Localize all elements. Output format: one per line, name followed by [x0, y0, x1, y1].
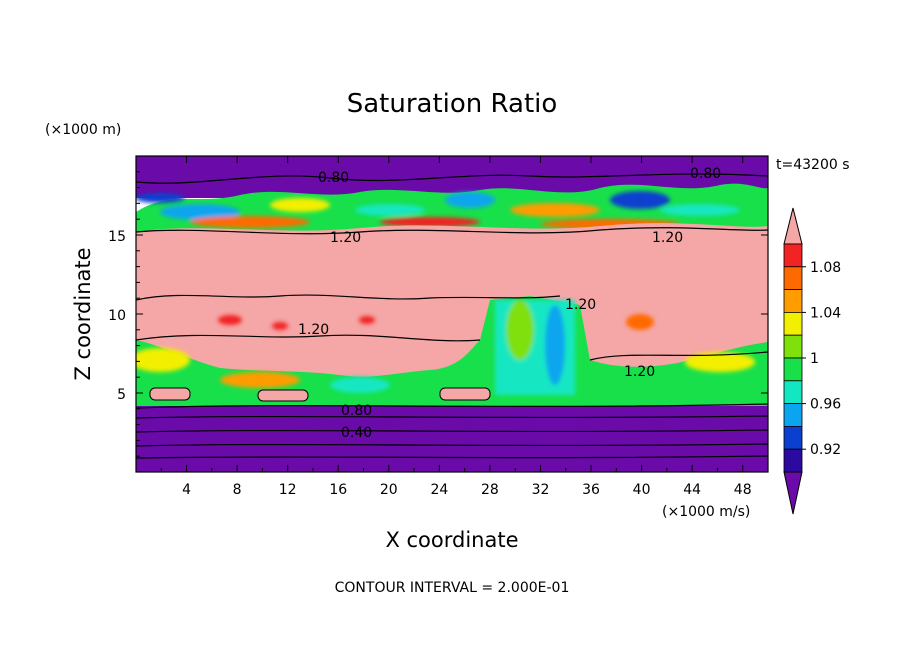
colorbar-box: [783, 425, 803, 450]
x-tick-label: 40: [633, 482, 651, 498]
y-tick-label: 15: [108, 229, 126, 245]
x-unit-label: (×1000 m/s): [662, 504, 750, 520]
colorbar-extend-min: [783, 471, 803, 515]
contour-label: 0.40: [341, 425, 372, 441]
x-tick-label: 48: [734, 482, 752, 498]
colorbar: 1.08 1.04 1 0.96 0.92: [783, 207, 841, 515]
plot-area: [136, 156, 768, 472]
colorbar-label: 1: [810, 351, 819, 367]
y-unit-label: (×1000 m): [45, 122, 121, 138]
colorbar-label: 1.04: [810, 305, 841, 321]
colorbar-label: 0.92: [810, 442, 841, 458]
x-tick-label: 8: [233, 482, 242, 498]
contour-label: 0.80: [318, 170, 349, 186]
lower-dry-layer: [136, 406, 768, 472]
colorbar-box: [783, 266, 803, 290]
y-axis-title: Z coordinate: [71, 247, 95, 380]
colorbar-extend-max: [783, 207, 803, 245]
dry-patch: [439, 387, 491, 401]
chart-title: Saturation Ratio: [347, 89, 558, 119]
x-tick-label: 12: [279, 482, 297, 498]
dry-patch: [257, 389, 309, 402]
contour-lines: [136, 173, 768, 459]
contour-label: 1.20: [298, 322, 329, 338]
x-tick-label: 36: [582, 482, 600, 498]
convective-detail: [136, 300, 755, 395]
colorbar-box: [783, 448, 803, 473]
dry-patch: [149, 387, 191, 401]
contour-label: 1.20: [652, 230, 683, 246]
x-tick-label: 32: [532, 482, 550, 498]
y-tick-label: 10: [108, 308, 126, 324]
y-axis: 5 10 15: [108, 171, 768, 457]
x-tick-label: 44: [683, 482, 701, 498]
x-tick-label: 4: [182, 482, 191, 498]
contour-label: 1.20: [330, 230, 361, 246]
x-tick-label: 28: [481, 482, 499, 498]
x-axis: 4 8 12 16 20 24 28 32 36 40 44 48: [160, 156, 752, 498]
contour-labels: 0.80 0.80 1.20 1.20 1.20 1.20 1.20 0.80 …: [298, 166, 721, 441]
contour-label: 1.20: [565, 297, 596, 313]
time-label: t=43200 s: [776, 157, 850, 173]
contour-label: 0.80: [341, 403, 372, 419]
colorbar-box: [783, 357, 803, 382]
y-tick-label: 5: [117, 387, 126, 403]
colorbar-label: 0.96: [810, 397, 841, 413]
colorbar-box: [783, 334, 803, 359]
supersaturated-layer: [136, 223, 768, 408]
contour-label: 0.80: [690, 166, 721, 182]
colorbar-box: [783, 403, 803, 427]
x-axis-title: X coordinate: [385, 528, 518, 552]
colorbar-box: [783, 311, 803, 336]
colorbar-box: [783, 243, 803, 268]
colorbar-box: [783, 380, 803, 404]
colorbar-box: [783, 289, 803, 313]
x-tick-label: 24: [430, 482, 448, 498]
colorbar-label: 1.08: [810, 260, 841, 276]
contour-label: 1.20: [624, 364, 655, 380]
contour-interval-footer: CONTOUR INTERVAL = 2.000E-01: [335, 580, 570, 596]
x-tick-label: 16: [329, 482, 347, 498]
x-tick-label: 20: [380, 482, 398, 498]
